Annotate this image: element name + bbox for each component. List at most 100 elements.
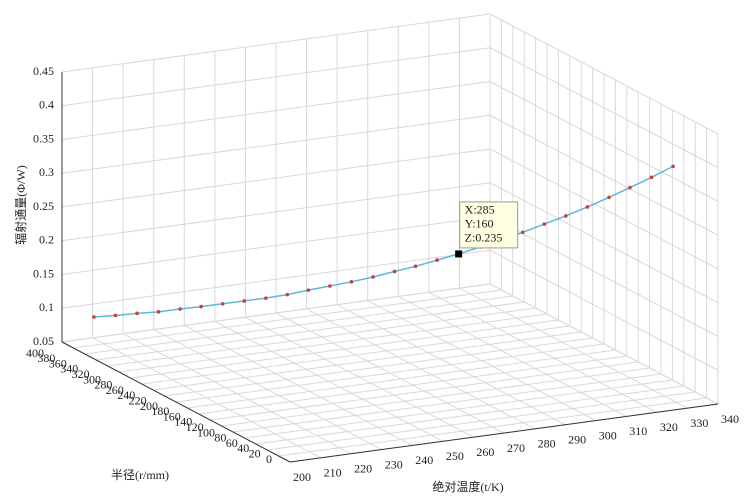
grid-line [61,47,491,107]
grid-line [489,81,719,202]
z-tick-label: 0.2 [39,233,54,247]
data-point [178,307,182,311]
grid-line [489,249,719,371]
datatip-label: Y:160 [465,217,494,231]
grid-line [221,367,650,427]
y-tick-label: 300 [83,372,101,386]
axis-line [289,403,719,463]
grid-line [489,114,719,236]
axis-line [61,341,291,463]
data-point [199,304,203,309]
grid-line [489,47,719,169]
z-tick-label: 0.1 [39,300,54,314]
z-tick-label: 0.25 [33,199,54,213]
grid-line [61,216,491,275]
data-point [542,222,547,226]
x-tick-label: 260 [476,445,494,459]
grid-line [61,182,491,242]
grid-line [278,397,707,457]
grid-line [107,307,536,367]
z-tick-label: 0.05 [33,334,54,348]
data-point [135,311,139,316]
data-point [392,269,397,274]
x-tick-label: 320 [660,420,678,434]
y-tick-label: 340 [60,362,78,376]
z-tick-label: 0.35 [33,131,54,145]
data-line [93,165,674,318]
data-point [520,230,525,235]
datatip-label: Z:0.235 [465,231,503,245]
grid-line [61,148,491,208]
data-point [349,280,354,284]
z-axis-label: 辐射通量(Φ/W) [13,165,28,244]
x-tick-label: 280 [538,437,556,451]
y-tick-label: 140 [174,415,192,429]
grid-line [489,283,719,405]
data-point [607,195,611,200]
y-tick-label: 380 [37,351,55,365]
grid-line [141,325,570,385]
grid-line [489,182,719,304]
grid-line [187,349,616,409]
grid-line [175,343,605,403]
data-point [285,292,290,297]
y-axis-label: 半径(r/mm) [111,468,169,482]
data-point [671,164,675,169]
grid-line [244,379,673,439]
x-tick-label: 300 [599,428,617,442]
data-point [628,185,632,190]
x-tick-label: 200 [293,470,311,484]
grid-line [198,355,627,415]
grid-line [61,249,491,309]
data-point [371,275,375,279]
grid-line [61,13,491,73]
x-tick-label: 230 [385,457,403,471]
y-tick-label: 400 [26,346,44,360]
y-tick-label: 100 [197,425,215,439]
datatip-label: X:285 [465,203,495,217]
y-tick-label: 80 [214,431,226,445]
y-tick-label: 0 [266,452,272,466]
y-tick-label: 20 [249,446,261,460]
y-tick-label: 120 [186,420,204,434]
x-tick-label: 270 [507,441,525,455]
grid-line [130,319,559,379]
grid-line [232,373,662,433]
grid-line [153,331,582,391]
y-tick-label: 260 [106,383,124,397]
x-tick-label: 290 [568,432,586,446]
grid-line [61,114,491,174]
grid-line [489,13,719,135]
data-point [220,301,225,306]
grid-line [61,81,491,140]
data-point [585,205,590,209]
y-tick-label: 240 [117,388,135,402]
z-tick-label: 0.4 [39,98,54,112]
grid-line [96,301,525,361]
y-tick-label: 200 [140,399,158,413]
data-point [156,310,161,314]
z-tick-label: 0.45 [33,64,54,78]
datatip-box [459,201,519,249]
x-tick-label: 310 [629,424,647,438]
data-point [306,288,311,292]
data-point [92,315,96,319]
x-tick-label: 330 [690,416,708,430]
grid-line [489,216,719,337]
x-tick-label: 340 [721,412,739,426]
grid-line [267,391,696,451]
y-tick-label: 160 [163,409,181,423]
grid-line [210,361,639,421]
grid-line [61,283,491,343]
grid-line [164,337,593,397]
data-point [413,264,418,269]
grid-line [84,295,513,355]
grid-line [118,313,548,373]
data-point [263,296,268,300]
x-tick-label: 240 [415,453,433,467]
y-tick-label: 220 [129,393,147,407]
data-point [564,214,568,218]
y-tick-label: 40 [237,441,249,455]
y-tick-label: 280 [94,378,112,392]
